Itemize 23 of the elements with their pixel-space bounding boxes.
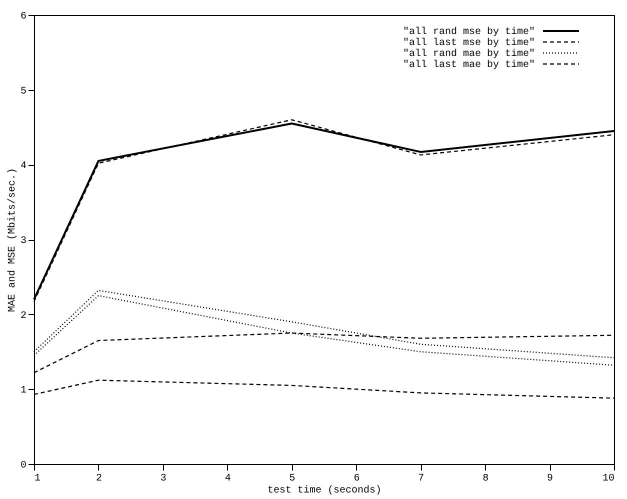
x-tick-label: 8 [482, 474, 489, 484]
y-tick-label: 3 [20, 236, 26, 247]
y-tick-label: 6 [20, 12, 26, 22]
legend-label: "all rand mse by time" [402, 26, 535, 38]
y-tick-label: 1 [20, 386, 26, 397]
x-tick-label: 4 [224, 474, 231, 484]
y-axis-title: MAE and MSE (Mbits/sec.) [6, 168, 18, 312]
legend-label: "all last mae by time" [402, 59, 535, 71]
y-tick-label: 2 [20, 310, 26, 322]
x-tick-label: 9 [547, 474, 554, 484]
x-tick-label: 1 [34, 474, 41, 484]
x-tick-label: 10 [602, 474, 614, 484]
legend-label: "all rand mae by time" [402, 48, 535, 60]
legend-label: "all last mse by time" [402, 37, 535, 49]
x-tick-label: 3 [160, 474, 166, 484]
x-axis-title: test time (seconds) [267, 484, 382, 496]
x-tick-label: 7 [418, 474, 424, 484]
y-tick-label: 4 [20, 161, 26, 172]
y-tick-label: 5 [20, 86, 26, 98]
x-tick-label: 5 [289, 474, 296, 484]
x-tick-label: 6 [354, 474, 360, 484]
x-tick-label: 2 [96, 474, 102, 484]
y-tick-label: 0 [20, 460, 26, 472]
